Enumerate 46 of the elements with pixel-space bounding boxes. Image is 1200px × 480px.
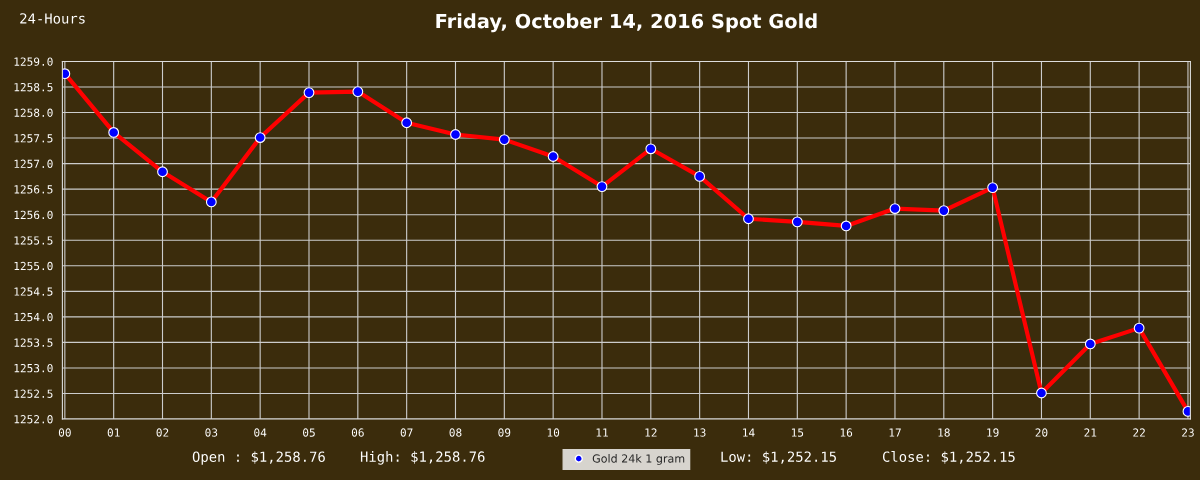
y-tick-label: 1259.0 [14, 57, 53, 66]
text: Low: $1,252.15 [721, 451, 836, 464]
x-tick-label: 20 [1035, 428, 1048, 437]
y-tick-label: 1253.0 [14, 363, 53, 373]
x-tick-label: 22 [1133, 428, 1145, 437]
y-tick-label: 1253.5 [14, 338, 53, 347]
y-tick-label: 1255.5 [14, 236, 53, 245]
x-tick-label: 02 [156, 428, 169, 437]
text: Close: $1,252.15 [882, 451, 1015, 464]
x-tick-label: 01 [107, 428, 120, 437]
y-tick-label: 1258.0 [14, 108, 53, 117]
y-tick-label: 1258.5 [14, 82, 53, 92]
x-tick-label: 12 [645, 428, 657, 437]
x-tick-label: 13 [694, 428, 706, 437]
x-tick-label: 17 [889, 428, 901, 437]
y-tick-label: 1252.5 [14, 389, 53, 398]
y-tick-label: 1256.0 [14, 210, 53, 220]
x-tick-label: 16 [840, 428, 853, 437]
chart-title: Friday, October 14, 2016 Spot Gold [436, 13, 817, 33]
x-tick-label: 14 [743, 428, 755, 437]
x-tick-label: 08 [449, 428, 462, 437]
text: Open : $1,258.76 [192, 451, 325, 465]
x-tick-label: 00 [58, 428, 71, 437]
x-tick-label: 05 [303, 428, 315, 437]
x-tick-label: 19 [987, 428, 999, 437]
x-tick-label: 06 [351, 428, 364, 437]
y-tick-label: 1254.0 [14, 312, 53, 322]
x-tick-label: 23 [1182, 428, 1194, 437]
x-tick-label: 11 [596, 428, 608, 437]
y-tick-label: 1252.0 [14, 415, 53, 424]
y-tick-label: 1257.0 [14, 159, 53, 169]
x-tick-label: 03 [205, 428, 218, 437]
y-tick-label: 1256.5 [14, 185, 53, 194]
x-tick-label: 10 [547, 428, 560, 437]
y-tick-label: 1255.0 [14, 261, 53, 271]
text: 24-Hours [20, 13, 85, 24]
legend-label: Gold 24k 1 gram [592, 454, 685, 465]
x-tick-label: 15 [791, 428, 804, 437]
x-tick-label: 09 [498, 428, 511, 437]
x-tick-label: 04 [254, 428, 267, 437]
text: High: $1,258.76 [360, 451, 485, 465]
y-tick-label: 1254.5 [14, 287, 53, 296]
x-tick-label: 18 [938, 428, 950, 437]
y-tick-label: 1257.5 [14, 134, 53, 143]
x-tick-label: 21 [1084, 428, 1097, 437]
x-tick-label: 07 [400, 428, 413, 437]
